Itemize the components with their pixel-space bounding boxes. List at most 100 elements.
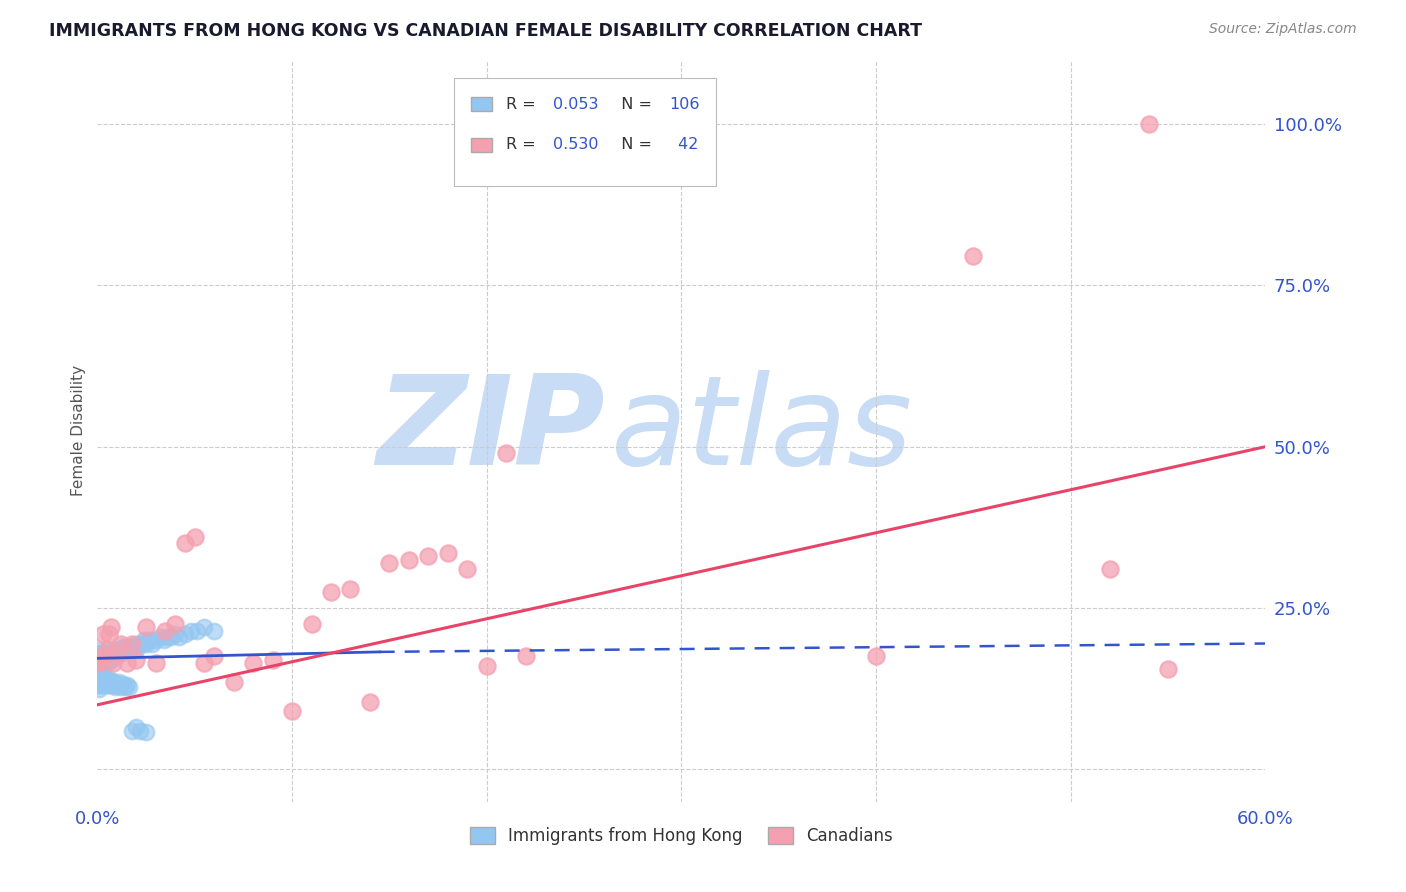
Point [131,636,153,650]
Text: 106: 106 [669,96,700,112]
Point [160,630,183,644]
Point [114,640,136,654]
Point [121,636,143,650]
Point [101,643,124,657]
Point [96,656,118,670]
Text: IMMIGRANTS FROM HONG KONG VS CANADIAN FEMALE DISABILITY CORRELATION CHART: IMMIGRANTS FROM HONG KONG VS CANADIAN FE… [49,22,922,40]
Point [91,672,114,686]
Point [174,627,197,641]
Point [202,649,225,664]
Point [96,652,118,666]
Point [242,656,264,670]
Point [865,649,887,664]
Text: ZIP: ZIP [377,370,606,491]
Point [98,649,121,664]
Point [155,624,177,638]
Point [186,624,208,638]
Point [125,720,148,734]
Point [100,652,122,666]
Point [378,556,401,570]
Point [105,643,128,657]
Point [105,646,128,660]
Point [456,562,478,576]
Point [91,659,114,673]
Point [135,725,157,739]
Point [121,723,143,738]
Point [110,643,132,657]
Point [125,652,148,666]
Point [100,673,122,688]
Point [132,633,155,648]
Point [98,652,121,666]
Point [115,643,138,657]
Point [167,630,190,644]
Point [165,617,187,632]
Point [135,620,157,634]
Point [98,673,121,688]
Y-axis label: Female Disability: Female Disability [72,365,86,496]
Point [127,640,149,654]
Text: R =: R = [506,96,541,112]
Point [91,649,114,664]
Point [104,676,127,690]
Point [174,536,197,550]
Point [96,678,118,692]
Point [111,643,134,657]
FancyBboxPatch shape [454,78,717,186]
Point [129,636,152,650]
Text: N =: N = [612,96,658,112]
Point [91,675,114,690]
Point [89,659,111,673]
Point [94,656,117,670]
Point [96,643,118,657]
Point [1157,662,1180,676]
Point [98,646,121,660]
Point [94,649,117,664]
Point [117,680,139,694]
Point [110,646,132,660]
Point [436,546,458,560]
Point [100,677,122,691]
Text: 0.053: 0.053 [553,96,599,112]
Point [115,678,138,692]
Point [129,723,152,738]
Point [962,249,984,263]
Point [110,636,132,650]
Point [180,624,202,638]
Point [114,680,136,694]
Text: N =: N = [612,137,658,153]
Point [120,640,142,654]
Point [100,620,122,634]
Point [107,675,129,690]
Point [91,652,114,666]
Point [90,678,112,692]
Point [145,633,167,648]
Point [90,656,112,670]
Point [91,656,114,670]
Point [301,617,323,632]
Text: 42: 42 [673,137,699,153]
Point [193,656,215,670]
Point [115,640,138,654]
Point [104,646,127,660]
Point [101,675,124,690]
Point [105,646,128,660]
Point [90,649,112,664]
Point [101,678,124,692]
Point [90,646,112,660]
Point [110,680,132,694]
Text: atlas: atlas [612,370,914,491]
Point [222,675,245,690]
Point [183,530,205,544]
Point [339,582,361,596]
Point [96,675,118,690]
FancyBboxPatch shape [471,97,492,111]
Point [96,649,118,664]
Point [91,646,114,660]
Point [90,659,112,673]
Point [89,643,111,657]
Point [100,649,122,664]
Point [89,652,111,666]
Point [1098,562,1121,576]
Point [101,656,124,670]
